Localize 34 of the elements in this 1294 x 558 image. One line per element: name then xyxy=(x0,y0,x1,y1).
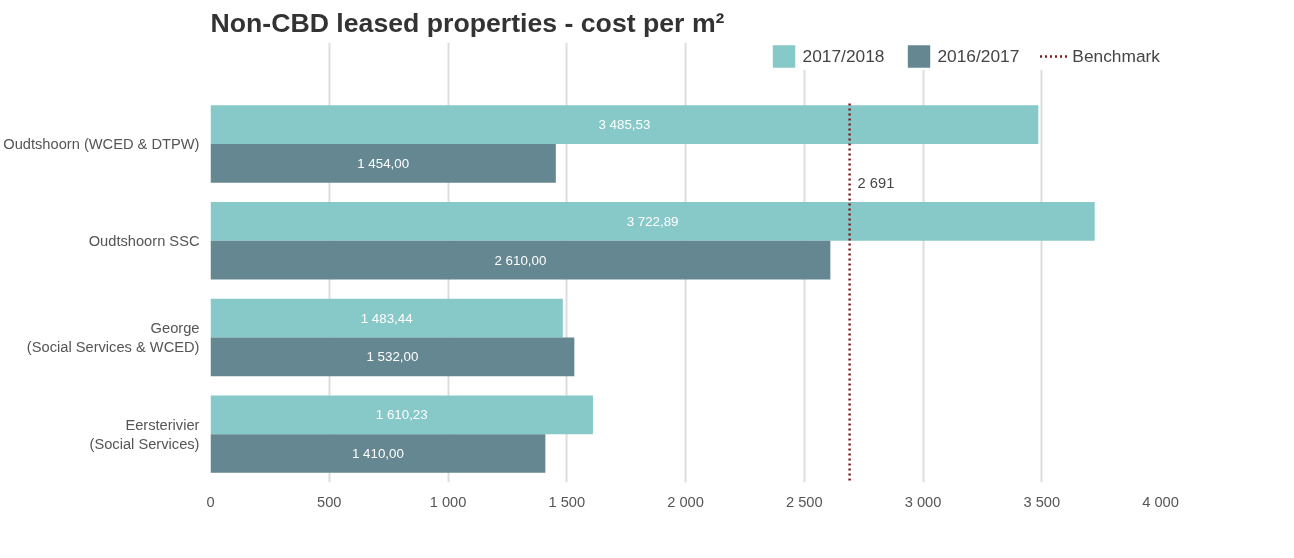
y-tick-label: George (Social Services & WCED) xyxy=(26,319,200,356)
x-tick-label: 3 500 xyxy=(1023,493,1061,510)
legend-label: 2016/2017 xyxy=(937,45,1020,67)
data-label: 1 483,44 xyxy=(360,310,414,326)
y-tick-label: Oudtshoorn (WCED & DTPW) xyxy=(3,136,200,153)
x-tick-label: 0 xyxy=(206,493,215,510)
x-tick-label: 4 000 xyxy=(1142,493,1179,510)
legend-label: Benchmark xyxy=(1072,45,1160,67)
x-tick-label: 3 000 xyxy=(904,493,942,510)
chart-title: Non-CBD leased properties - cost per m² xyxy=(210,7,725,38)
data-label: 3 485,53 xyxy=(598,117,651,133)
data-label: 3 722,89 xyxy=(626,213,679,229)
data-label: 1 454,00 xyxy=(357,155,410,171)
x-tick-label: 2 000 xyxy=(667,493,704,510)
bar xyxy=(210,105,1039,145)
bar xyxy=(210,144,556,183)
x-tick-label: 2 500 xyxy=(785,493,823,510)
bar xyxy=(210,240,831,280)
x-tick-label: 500 xyxy=(317,493,342,510)
x-tick-label: 1 500 xyxy=(548,493,586,510)
legend-label: 2017/2018 xyxy=(802,45,885,67)
bar xyxy=(210,202,1095,241)
bar xyxy=(210,434,546,473)
data-label: 1 610,23 xyxy=(375,407,428,423)
bar xyxy=(210,337,575,377)
bar xyxy=(210,395,593,435)
bar xyxy=(210,298,563,338)
y-tick-label: Eersterivier (Social Services) xyxy=(89,416,200,452)
annotation: 2 691 xyxy=(857,174,895,191)
x-tick-label: 1 000 xyxy=(429,493,467,510)
y-tick-label: Oudtshoorn SSC xyxy=(88,232,200,249)
data-label: 1 410,00 xyxy=(352,445,404,461)
data-label: 2 610,00 xyxy=(494,252,547,268)
data-label: 1 532,00 xyxy=(366,349,419,365)
